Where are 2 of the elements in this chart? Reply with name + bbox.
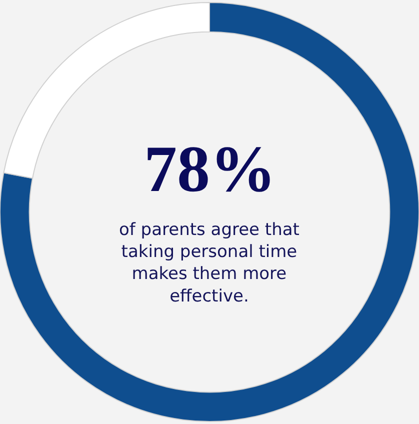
text: of parents agree that taking personal time makes them more effective. [119,220,300,306]
text: 78% [144,133,276,206]
